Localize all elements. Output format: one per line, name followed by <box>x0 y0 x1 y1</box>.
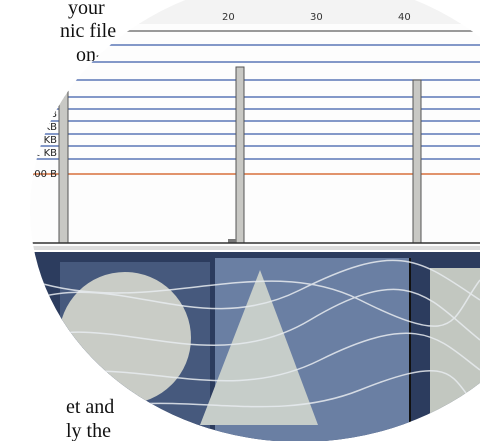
text-line: your <box>68 0 105 19</box>
text-line: et and <box>66 396 114 418</box>
ruler-labels: 20 30 40 <box>222 12 411 23</box>
bar <box>412 79 422 244</box>
axis-label: B <box>50 95 57 106</box>
text-line: nic file <box>60 20 116 42</box>
ruler-label: 30 <box>310 12 323 23</box>
text-line: ly the <box>66 420 111 441</box>
axis-label: 1 KB <box>34 148 57 159</box>
scroll-edge <box>30 246 480 250</box>
axis-label: KB <box>44 109 58 120</box>
axis-label: 2 KB <box>34 135 57 146</box>
ruler-label: 20 <box>222 12 235 23</box>
axis-label: 400 B <box>28 169 57 180</box>
ruler-label: 40 <box>398 12 411 23</box>
axis-label: 4 KB <box>34 122 57 133</box>
bar <box>235 66 245 244</box>
bar <box>228 239 236 243</box>
